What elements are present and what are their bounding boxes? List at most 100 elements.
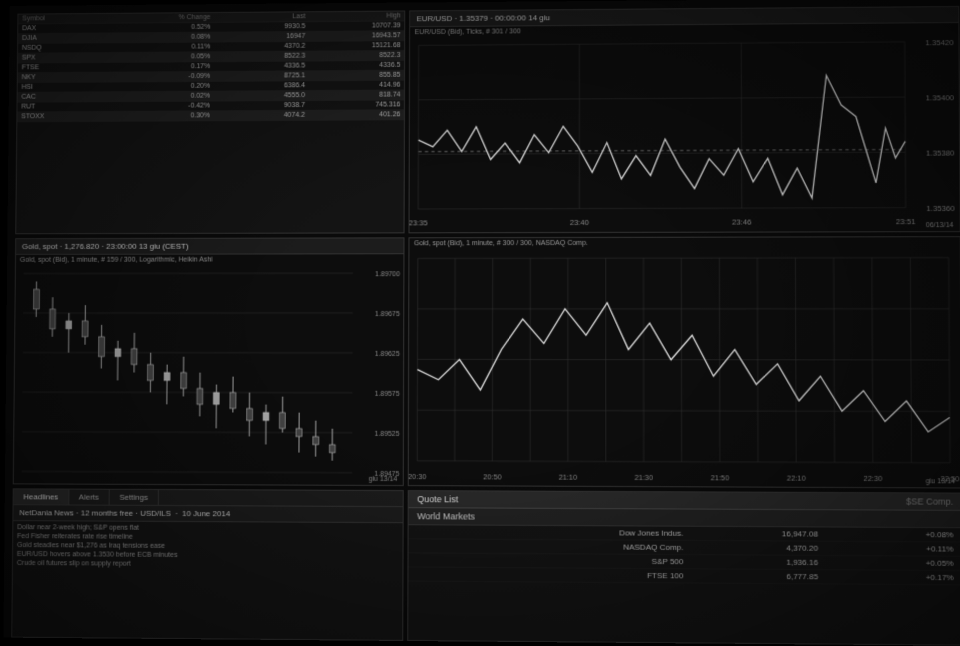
table-cell: 10707.39 bbox=[305, 22, 400, 30]
table-cell: 0.30% bbox=[115, 112, 210, 119]
gold-candle-title: Gold, spot (Bid), 1 minute, # 159 / 300,… bbox=[20, 256, 213, 263]
market-table: Symbol% ChangeLastHigh DAX0.52%9930.5107… bbox=[16, 11, 404, 232]
table-cell: +0.08% bbox=[818, 530, 954, 540]
table-cell: 0.05% bbox=[116, 53, 211, 61]
table-cell: 0.02% bbox=[115, 93, 210, 100]
tab-alerts[interactable]: Alerts bbox=[69, 490, 110, 505]
svg-text:1.89700: 1.89700 bbox=[375, 271, 400, 278]
table-cell: SPX bbox=[22, 54, 116, 62]
table-cell: 9038.7 bbox=[210, 102, 305, 109]
svg-text:1.35360: 1.35360 bbox=[927, 204, 955, 213]
table-cell: DJIA bbox=[22, 34, 116, 42]
table-cell: S&P 500 bbox=[417, 556, 684, 567]
news-panel: HeadlinesAlertsSettings NetDania News · … bbox=[11, 489, 404, 641]
table-cell: 4074.2 bbox=[210, 112, 305, 119]
eurusd-chart-date: 06/13/14 bbox=[926, 222, 954, 229]
svg-text:22:30: 22:30 bbox=[864, 473, 883, 483]
table-cell: 1,936.16 bbox=[683, 557, 818, 567]
quote-list-panel: Quote List $SE Comp. World Markets Dow J… bbox=[408, 490, 960, 645]
svg-text:23:35: 23:35 bbox=[410, 218, 428, 227]
table-cell: HSI bbox=[22, 83, 116, 90]
table-cell: 0.20% bbox=[116, 83, 211, 90]
news-date: 10 June 2014 bbox=[182, 509, 230, 518]
table-cell: FTSE 100 bbox=[417, 570, 684, 581]
news-context-text: NetDania News · 12 months free · USD/ILS bbox=[19, 508, 171, 518]
table-cell: 9930.5 bbox=[210, 23, 305, 31]
svg-text:23:46: 23:46 bbox=[733, 217, 752, 226]
svg-text:1.35400: 1.35400 bbox=[926, 93, 954, 103]
gold-candle-header: Gold, spot · 1,276.820 · 23:00:00 13 giu… bbox=[16, 238, 404, 255]
table-cell: 4555.0 bbox=[210, 92, 305, 99]
news-tabs: HeadlinesAlertsSettings bbox=[14, 490, 404, 508]
market-col-header: Symbol bbox=[22, 15, 116, 23]
svg-text:1.89625: 1.89625 bbox=[375, 350, 400, 357]
table-cell: 818.74 bbox=[305, 92, 401, 99]
gold-line-chart[interactable]: Gold, spot (Bid), 1 minute, # 300 / 300,… bbox=[409, 237, 960, 488]
table-cell: +0.11% bbox=[818, 544, 954, 554]
table-cell: 4,370.20 bbox=[683, 543, 818, 553]
table-cell: NSDQ bbox=[22, 44, 116, 52]
table-cell: 0.52% bbox=[116, 24, 210, 32]
table-cell: Dow Jones Indus. bbox=[417, 528, 683, 539]
svg-text:1.89675: 1.89675 bbox=[375, 311, 400, 318]
table-cell: RUT bbox=[21, 103, 115, 110]
table-cell: STOXX bbox=[21, 113, 115, 120]
table-cell: 4336.5 bbox=[210, 63, 305, 71]
table-cell: 15121.68 bbox=[305, 42, 400, 50]
table-cell: 8522.3 bbox=[210, 53, 305, 61]
table-cell: 0.08% bbox=[116, 34, 210, 42]
table-row[interactable]: FTSE 1006,777.85+0.17% bbox=[409, 568, 960, 586]
svg-text:1.89575: 1.89575 bbox=[375, 390, 400, 397]
gold-line-date: giu 13/14 bbox=[926, 478, 956, 485]
market-col-header: High bbox=[305, 12, 400, 20]
table-cell: 855.85 bbox=[305, 72, 400, 80]
table-cell: 4336.5 bbox=[305, 62, 400, 70]
svg-text:21:50: 21:50 bbox=[711, 472, 730, 482]
svg-text:1.89525: 1.89525 bbox=[375, 430, 400, 437]
svg-text:21:30: 21:30 bbox=[635, 472, 654, 482]
table-cell: -0.09% bbox=[116, 73, 211, 80]
eurusd-chart-title: EUR/USD (Bid), Ticks, # 301 / 300 bbox=[415, 28, 521, 36]
svg-text:23:40: 23:40 bbox=[570, 217, 589, 226]
gold-candle-chart[interactable]: Gold, spot (Bid), 1 minute, # 159 / 300,… bbox=[14, 254, 404, 485]
table-cell: 414.96 bbox=[305, 82, 400, 90]
list-item[interactable]: Crude oil futures slip on supply report bbox=[17, 559, 399, 570]
svg-text:20:30: 20:30 bbox=[409, 471, 427, 481]
table-cell: 0.17% bbox=[116, 63, 211, 71]
table-cell: 401.26 bbox=[305, 111, 401, 118]
table-row[interactable]: STOXX0.30%4074.2401.26 bbox=[17, 110, 404, 122]
market-data-panel: Symbol% ChangeLastHigh DAX0.52%9930.5107… bbox=[15, 10, 405, 233]
gold-line-title: Gold, spot (Bid), 1 minute, # 300 / 300,… bbox=[414, 240, 588, 247]
eurusd-chart[interactable]: EUR/USD (Bid), Ticks, # 301 / 300 23:35 2… bbox=[410, 23, 960, 232]
table-cell: 16947 bbox=[210, 33, 305, 41]
market-col-header: % Change bbox=[116, 14, 210, 22]
table-cell: 16943.57 bbox=[305, 32, 400, 40]
table-cell: CAC bbox=[21, 93, 115, 100]
table-cell: 6386.4 bbox=[210, 82, 305, 89]
gold-line-panel: Gold, spot (Bid), 1 minute, # 300 / 300,… bbox=[408, 236, 960, 489]
svg-text:1.35380: 1.35380 bbox=[927, 148, 955, 157]
svg-text:22:10: 22:10 bbox=[787, 473, 806, 483]
quote-title-text: Quote List bbox=[417, 494, 458, 504]
trading-terminal-screen: Symbol% ChangeLastHigh DAX0.52%9930.5107… bbox=[3, 0, 960, 646]
table-cell: 4370.2 bbox=[210, 43, 305, 51]
table-cell: 745.316 bbox=[305, 101, 401, 108]
table-cell: 8725.1 bbox=[210, 72, 305, 80]
table-cell: -0.42% bbox=[115, 103, 210, 110]
tab-settings[interactable]: Settings bbox=[110, 490, 159, 505]
gold-candle-date: giu 13/14 bbox=[369, 476, 398, 483]
table-cell: 16,947.08 bbox=[683, 529, 818, 539]
svg-text:1.35420: 1.35420 bbox=[926, 38, 954, 48]
table-cell: 8522.3 bbox=[305, 52, 400, 60]
table-cell: FTSE bbox=[22, 64, 116, 71]
svg-text:20:50: 20:50 bbox=[484, 471, 502, 481]
gold-candle-panel: Gold, spot · 1,276.820 · 23:00:00 13 giu… bbox=[13, 237, 405, 486]
tab-headlines[interactable]: Headlines bbox=[14, 490, 70, 505]
table-cell: +0.05% bbox=[818, 558, 954, 568]
table-cell: DAX bbox=[22, 25, 116, 33]
table-cell: 6,777.85 bbox=[683, 571, 818, 581]
svg-text:23:51: 23:51 bbox=[896, 217, 916, 226]
eurusd-chart-panel: EUR/USD · 1.35379 · 00:00:00 14 giu EUR/… bbox=[409, 6, 960, 233]
table-cell: NASDAQ Comp. bbox=[417, 542, 683, 553]
news-list: Dollar near 2-week high; S&P opens flatF… bbox=[12, 521, 403, 640]
